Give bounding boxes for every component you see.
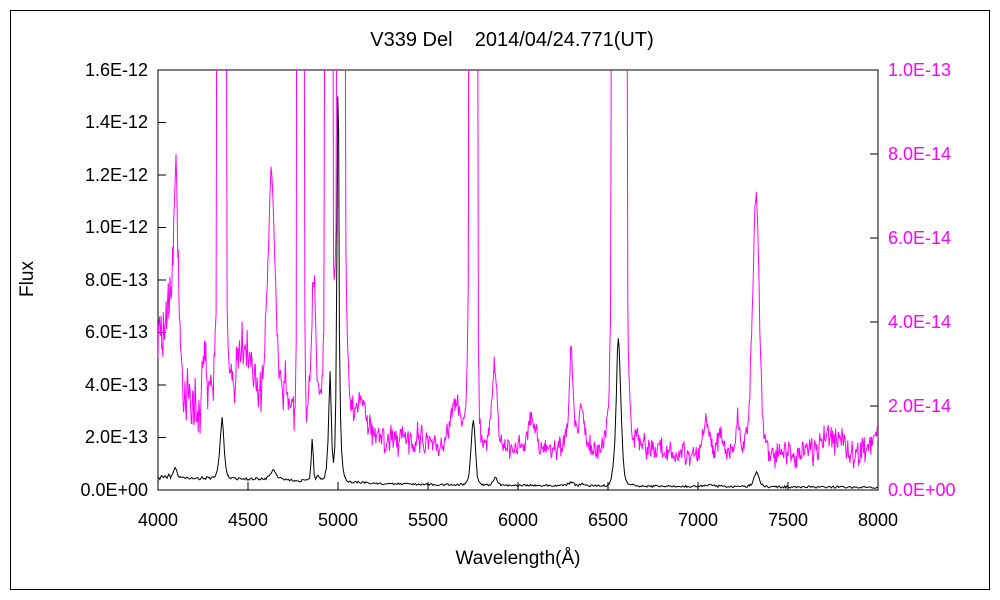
spectra: [158, 70, 878, 490]
left-tick-label-5: 6.0E-13: [84, 322, 148, 342]
left-tick-label-1: 1.4E-12: [84, 112, 148, 132]
x-tick-label-2: 5000: [317, 510, 359, 530]
left-tick-label-4: 8.0E-13: [84, 270, 148, 290]
x-tick-label-4: 6000: [497, 510, 539, 530]
left-tick-label-2: 1.2E-12: [84, 165, 148, 185]
left-tick-label-3: 1.0E-12: [84, 217, 148, 237]
left-tick-label-6: 4.0E-13: [84, 375, 148, 395]
axis-ticks: [157, 69, 879, 491]
x-tick-label-0: 4000: [137, 510, 179, 530]
x-tick-label-1: 4500: [227, 510, 269, 530]
left-tick-label-0: 1.6E-12: [84, 60, 148, 80]
right-tick-label-4: 2.0E-14: [888, 396, 952, 416]
right-tick-label-0: 1.0E-13: [888, 60, 952, 80]
right-tick-label-5: 0.0E+00: [888, 480, 956, 500]
x-tick-label-3: 5500: [407, 510, 449, 530]
right-tick-label-3: 4.0E-14: [888, 312, 952, 332]
left-tick-label-8: 0.0E+00: [80, 480, 148, 500]
x-tick-label-8: 8000: [857, 510, 899, 530]
plot-frame: [157, 69, 879, 491]
spectrum-black-left-axis: [158, 96, 878, 490]
spectrum-magenta-right-axis: [158, 70, 878, 469]
x-axis-label: Wavelength(Å): [455, 548, 581, 569]
figure-border: [10, 10, 990, 590]
left-tick-label-7: 2.0E-13: [84, 427, 148, 447]
x-tick-label-7: 7500: [767, 510, 809, 530]
chart-title: V339 Del 2014/04/24.771(UT): [370, 29, 654, 51]
x-tick-label-6: 7000: [677, 510, 719, 530]
y-axis-label: Flux: [16, 261, 38, 297]
x-tick-label-5: 6500: [587, 510, 629, 530]
right-tick-label-1: 8.0E-14: [888, 144, 952, 164]
right-tick-label-2: 6.0E-14: [888, 228, 952, 248]
